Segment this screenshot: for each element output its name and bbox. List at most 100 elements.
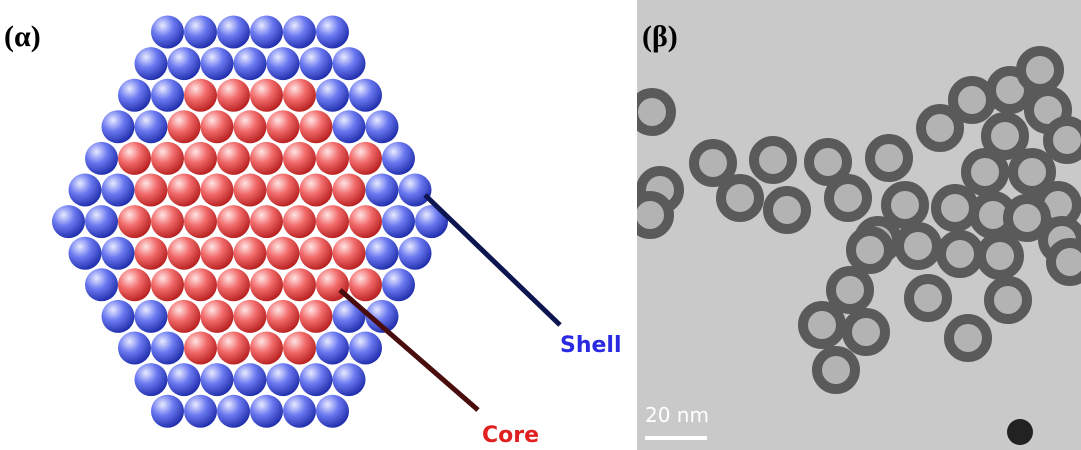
core-sphere bbox=[283, 79, 316, 112]
shell-sphere bbox=[151, 79, 184, 112]
core-sphere bbox=[283, 332, 316, 365]
core-sphere bbox=[184, 332, 217, 365]
shell-sphere bbox=[135, 110, 168, 143]
core-sphere bbox=[217, 79, 250, 112]
nanoparticle bbox=[633, 93, 671, 131]
shell-sphere bbox=[102, 174, 135, 207]
nanoparticle bbox=[851, 231, 889, 269]
core-sphere bbox=[250, 79, 283, 112]
shell-sphere bbox=[184, 16, 217, 49]
nanoparticle bbox=[936, 189, 974, 227]
shell-sphere bbox=[234, 47, 267, 80]
core-sphere bbox=[184, 79, 217, 112]
nanoparticle bbox=[768, 191, 806, 229]
shell-sphere bbox=[316, 79, 349, 112]
core-sphere bbox=[267, 110, 300, 143]
nanoparticle bbox=[986, 117, 1024, 155]
core-sphere bbox=[217, 332, 250, 365]
core-sphere bbox=[250, 142, 283, 175]
shell-sphere bbox=[52, 205, 85, 238]
shell-sphere bbox=[382, 205, 415, 238]
shell-sphere bbox=[300, 47, 333, 80]
shell-pointer bbox=[425, 195, 560, 325]
nanoparticle bbox=[721, 179, 759, 217]
core-sphere bbox=[283, 268, 316, 301]
shell-sphere bbox=[135, 300, 168, 333]
core-sphere bbox=[135, 237, 168, 270]
core-sphere bbox=[151, 205, 184, 238]
core-sphere bbox=[283, 142, 316, 175]
shell-sphere bbox=[85, 142, 118, 175]
core-sphere bbox=[217, 268, 250, 301]
nanoparticle bbox=[694, 144, 732, 182]
core-sphere bbox=[168, 300, 201, 333]
shell-sphere bbox=[151, 16, 184, 49]
shell-sphere bbox=[316, 332, 349, 365]
core-sphere bbox=[300, 237, 333, 270]
core-sphere bbox=[300, 174, 333, 207]
shell-sphere bbox=[201, 47, 234, 80]
core-sphere bbox=[201, 110, 234, 143]
nanoparticle bbox=[631, 196, 669, 234]
shell-sphere bbox=[217, 16, 250, 49]
core-sphere bbox=[168, 174, 201, 207]
nanoparticle bbox=[817, 351, 855, 389]
shell-sphere bbox=[151, 395, 184, 428]
core-sphere bbox=[250, 332, 283, 365]
shell-sphere bbox=[333, 363, 366, 396]
shell-sphere bbox=[382, 268, 415, 301]
shell-sphere bbox=[333, 110, 366, 143]
shell-sphere bbox=[85, 268, 118, 301]
shell-sphere bbox=[250, 395, 283, 428]
shell-sphere bbox=[399, 237, 432, 270]
core-sphere bbox=[118, 268, 151, 301]
figure: Shell Core (α) 20 nm (β) bbox=[0, 0, 1081, 450]
shell-sphere bbox=[316, 16, 349, 49]
core-sphere bbox=[349, 268, 382, 301]
shell-sphere bbox=[382, 142, 415, 175]
nanoparticle bbox=[941, 235, 979, 273]
shell-sphere bbox=[102, 110, 135, 143]
tem-image: 20 nm bbox=[631, 0, 1081, 450]
shell-sphere bbox=[349, 332, 382, 365]
shell-sphere bbox=[85, 205, 118, 238]
core-sphere bbox=[283, 205, 316, 238]
nanoparticle bbox=[989, 281, 1027, 319]
core-sphere bbox=[184, 142, 217, 175]
nanoparticle bbox=[886, 186, 924, 224]
shell-sphere bbox=[118, 332, 151, 365]
shell-sphere bbox=[151, 332, 184, 365]
shell-sphere bbox=[168, 363, 201, 396]
shell-sphere bbox=[267, 363, 300, 396]
nanoparticle bbox=[870, 139, 908, 177]
core-sphere bbox=[267, 300, 300, 333]
core-sphere bbox=[201, 300, 234, 333]
core-sphere bbox=[151, 268, 184, 301]
nanoparticle bbox=[831, 271, 869, 309]
core-sphere bbox=[201, 237, 234, 270]
shell-sphere bbox=[234, 363, 267, 396]
nanoparticle bbox=[953, 81, 991, 119]
nanoparticle bbox=[909, 279, 947, 317]
core-sphere bbox=[217, 142, 250, 175]
shell-sphere bbox=[168, 47, 201, 80]
shell-sphere bbox=[135, 363, 168, 396]
core-sphere bbox=[349, 142, 382, 175]
core-sphere bbox=[168, 237, 201, 270]
core-sphere bbox=[168, 110, 201, 143]
core-sphere bbox=[201, 174, 234, 207]
shell-sphere bbox=[283, 395, 316, 428]
core-sphere bbox=[267, 174, 300, 207]
core-label: Core bbox=[482, 423, 539, 448]
page: Shell Core (α) 20 nm (β) (() => { const … bbox=[0, 0, 1081, 450]
shell-sphere bbox=[333, 47, 366, 80]
shell-sphere bbox=[349, 79, 382, 112]
core-sphere bbox=[184, 205, 217, 238]
core-sphere bbox=[250, 268, 283, 301]
shell-sphere bbox=[201, 363, 234, 396]
nanoparticle bbox=[754, 141, 792, 179]
nanoparticle bbox=[899, 227, 937, 265]
shell-label: Shell bbox=[560, 333, 622, 358]
shell-sphere bbox=[217, 395, 250, 428]
core-sphere bbox=[349, 205, 382, 238]
